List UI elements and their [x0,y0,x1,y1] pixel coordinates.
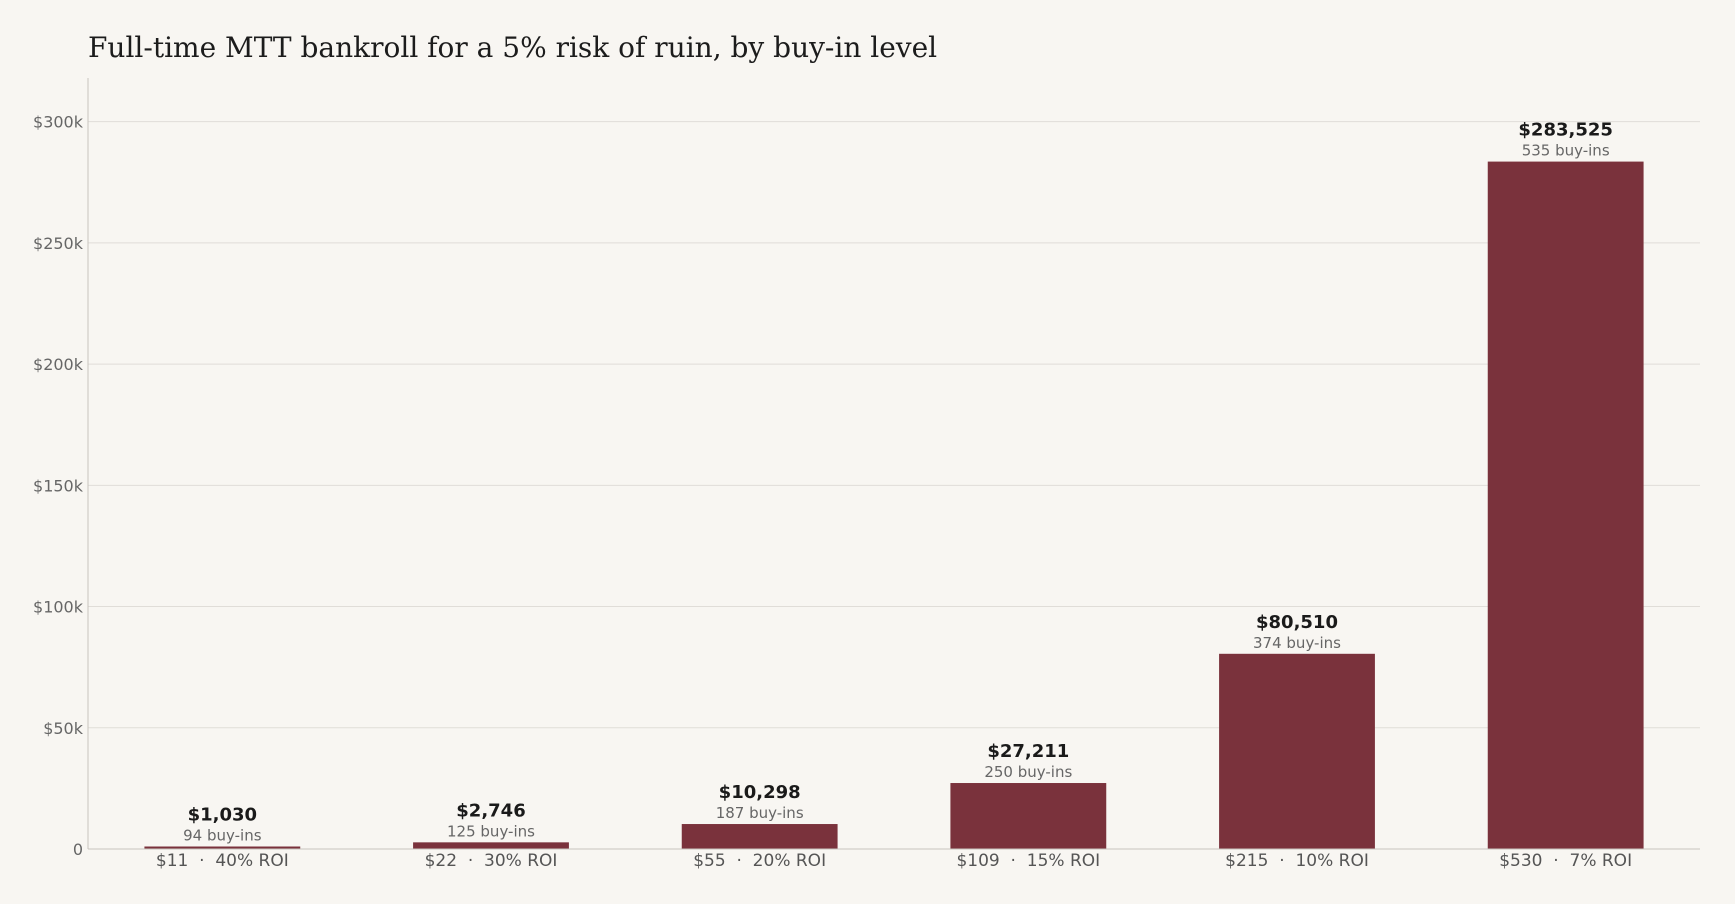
x-tick-label: $55 · 20% ROI [693,851,826,871]
bar-value-label: $27,211 [987,741,1069,762]
bar-buyins-label: 250 buy-ins [984,763,1072,781]
bars [144,161,1644,849]
bar [413,842,569,849]
bar-buyins-label: 125 buy-ins [447,822,535,840]
bar [950,783,1107,849]
bar-value-label: $2,746 [456,800,525,821]
bar-value-label: $80,510 [1256,612,1338,633]
y-tick-label: $250k [33,234,84,253]
bar [1219,653,1375,849]
x-tick-label: $215 · 10% ROI [1225,851,1369,871]
y-tick-label: $150k [33,476,84,495]
chart-title: Full-time MTT bankroll for a 5% risk of … [88,31,937,64]
x-tick-label: $530 · 7% ROI [1499,851,1632,871]
y-tick-label: $200k [33,355,84,374]
x-axis-ticks: $11 · 40% ROI $22 · 30% ROI $55 · 20% ROI $… [156,851,1632,871]
bar-buyins-label: 187 buy-ins [716,804,804,822]
bar [681,824,838,849]
bar [1487,161,1644,849]
y-tick-label: $300k [33,113,84,132]
bar-buyins-label: 535 buy-ins [1522,142,1610,160]
bar-value-label: $283,525 [1518,120,1613,141]
x-tick-label: $11 · 40% ROI [156,851,289,871]
bar-buyins-label: 94 buy-ins [183,827,262,845]
y-axis-ticks: 0 $50k $100k $150k $200k $250k $300k [33,113,84,859]
y-tick-label: $50k [43,719,84,738]
bar-value-label: $10,298 [719,782,801,803]
x-tick-label: $22 · 30% ROI [425,851,558,871]
bar-buyins-label: 374 buy-ins [1253,634,1341,652]
y-tick-label: $100k [33,598,84,617]
bar [144,846,301,849]
y-tick-label: 0 [73,840,83,859]
x-tick-label: $109 · 15% ROI [956,851,1100,871]
bar-value-label: $1,030 [188,805,257,826]
gridlines [88,121,1700,729]
